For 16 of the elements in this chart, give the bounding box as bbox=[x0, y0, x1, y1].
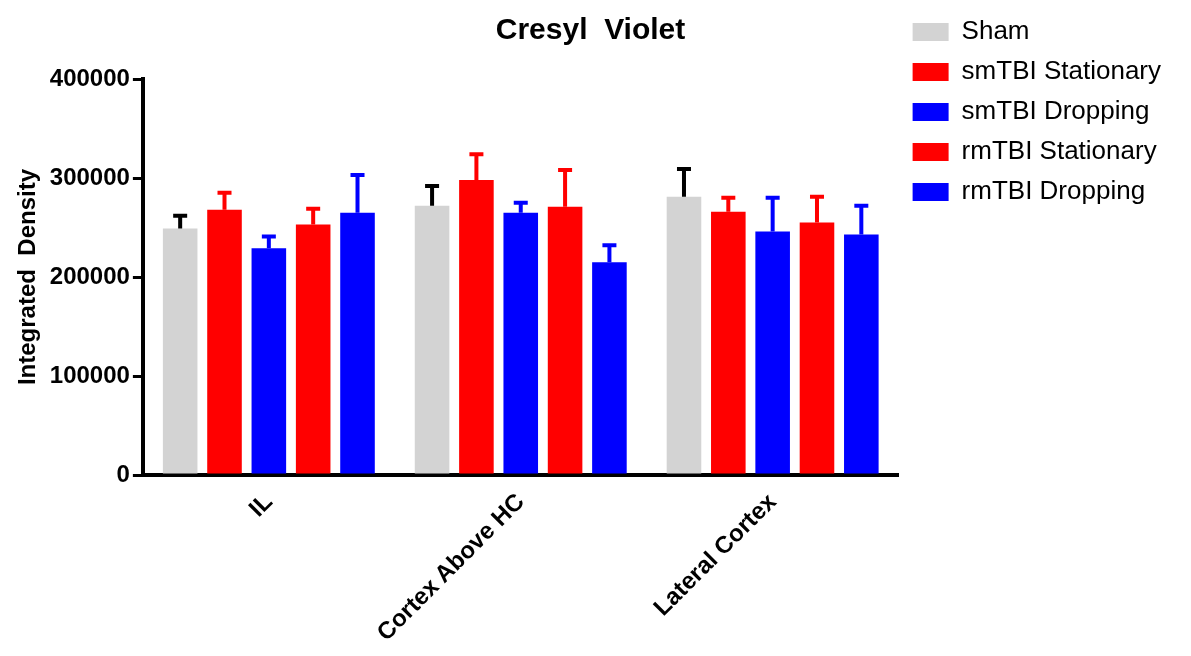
chart-title: Cresyl Violet bbox=[495, 12, 686, 46]
y-tick-label: 200000 bbox=[49, 261, 130, 289]
legend-label: Sham bbox=[961, 15, 1030, 46]
bar bbox=[162, 228, 198, 474]
x-tick-label: IL bbox=[242, 487, 278, 522]
bar bbox=[666, 196, 702, 474]
y-tick-label: 300000 bbox=[49, 162, 130, 190]
bar bbox=[414, 205, 450, 474]
legend-label: rmTBI Dropping bbox=[961, 175, 1146, 206]
legend-label: smTBI Dropping bbox=[961, 95, 1150, 126]
legend-label: smTBI Stationary bbox=[961, 55, 1162, 86]
legend-label: rmTBI Stationary bbox=[961, 135, 1157, 166]
y-axis-title: Integrated Density bbox=[13, 168, 41, 386]
y-tick-label: 400000 bbox=[49, 63, 130, 91]
y-tick-label: 0 bbox=[116, 459, 130, 487]
y-tick-label: 100000 bbox=[49, 360, 130, 388]
